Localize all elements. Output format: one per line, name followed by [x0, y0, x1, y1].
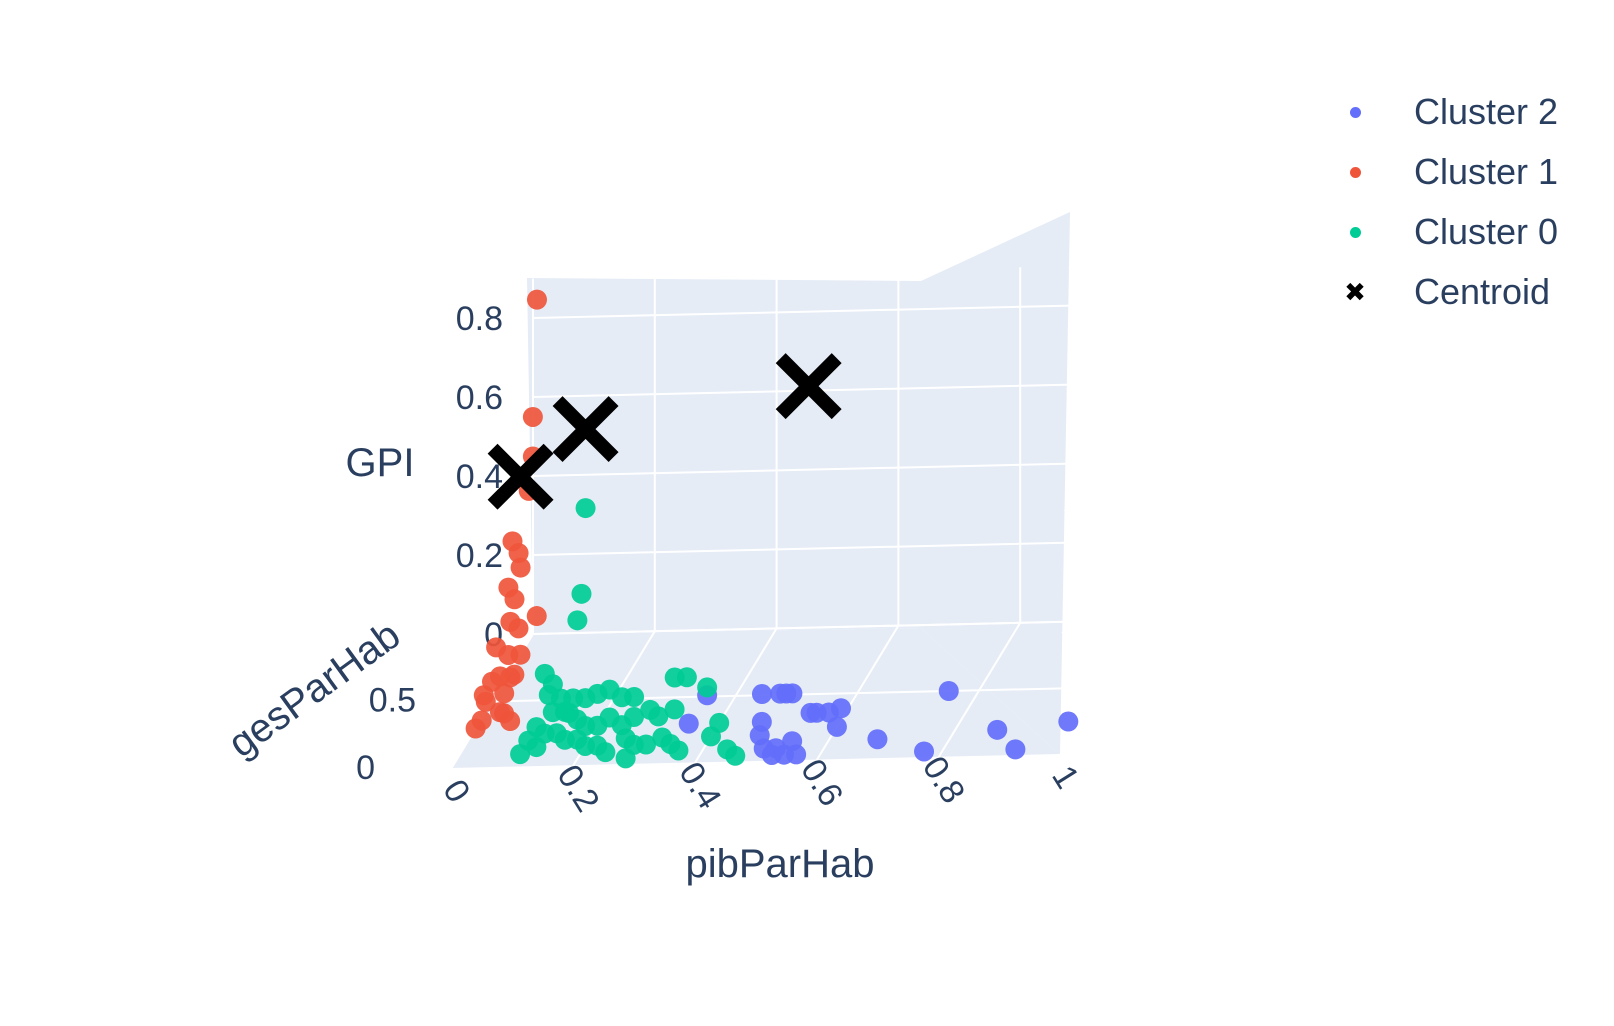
grid-line-z — [532, 303, 1143, 319]
legend-label: Centroid — [1414, 271, 1551, 312]
point-cluster-0 — [510, 744, 531, 765]
point-cluster-0 — [623, 706, 644, 727]
point-cluster-2 — [678, 713, 699, 734]
grid-line-z-side — [1061, 540, 1143, 634]
point-cluster-0 — [636, 734, 656, 755]
y-tick-label: 0.5 — [369, 682, 416, 720]
y-tick-label: 0 — [356, 749, 375, 787]
point-cluster-1 — [526, 289, 547, 310]
centroid-marker — [487, 443, 554, 510]
point-cluster-0 — [559, 703, 580, 724]
point-cluster-1 — [471, 710, 492, 731]
point-cluster-1 — [500, 711, 521, 732]
point-cluster-2 — [751, 684, 772, 705]
side-wall — [921, 212, 1070, 755]
z-tick-label: 0.6 — [456, 379, 503, 417]
point-cluster-2 — [831, 698, 851, 719]
legend-item-centroid[interactable]: ✖ Centroid — [1340, 262, 1558, 322]
grid-line-z — [532, 382, 1143, 398]
legend-label: Cluster 1 — [1414, 151, 1559, 192]
point-cluster-1 — [526, 606, 547, 627]
centroid-marker — [775, 353, 842, 420]
x-tick-label: 1 — [1044, 759, 1086, 795]
legend-item-cluster-0[interactable]: Cluster 0 — [1340, 202, 1558, 262]
z-axis-title: GPI — [346, 441, 415, 485]
point-cluster-0 — [697, 677, 718, 698]
point-cluster-1 — [494, 683, 515, 704]
point-cluster-1 — [510, 644, 531, 665]
legend[interactable]: Cluster 2 Cluster 1 Cluster 0 ✖ Centroid — [1340, 82, 1558, 322]
point-cluster-0 — [664, 699, 685, 720]
x-marker-icon: ✖ — [1344, 277, 1366, 307]
x-axis-title: pibParHab — [685, 842, 874, 886]
point-cluster-2 — [867, 729, 888, 750]
point-cluster-0 — [725, 745, 746, 766]
x-tick-label: 0 — [435, 773, 477, 809]
point-cluster-0 — [595, 742, 616, 763]
z-tick-label: 0.8 — [456, 300, 503, 338]
point-cluster-2 — [1058, 711, 1079, 732]
legend-item-cluster-2[interactable]: Cluster 2 — [1340, 82, 1558, 142]
point-cluster-0 — [701, 726, 721, 747]
dot-marker-icon — [1340, 217, 1370, 247]
grid-line-z — [532, 540, 1143, 556]
point-cluster-0 — [571, 583, 592, 604]
point-cluster-1 — [522, 406, 543, 427]
point-cluster-2 — [914, 741, 935, 762]
point-cluster-2 — [938, 681, 959, 701]
point-cluster-0 — [526, 737, 547, 758]
point-cluster-1 — [500, 667, 521, 688]
grid-line-z-side — [1066, 382, 1143, 390]
point-cluster-2 — [826, 716, 847, 737]
point-cluster-1 — [504, 589, 525, 610]
data-points — [465, 289, 1079, 769]
grid-line-z-side — [1063, 461, 1143, 512]
grid-line-y — [532, 619, 1143, 635]
point-cluster-2 — [749, 725, 770, 746]
point-cluster-0 — [668, 740, 689, 761]
dot-marker-icon — [1340, 97, 1370, 127]
point-cluster-0 — [676, 667, 697, 688]
grid-line-y — [450, 754, 1061, 770]
point-cluster-2 — [1005, 739, 1026, 760]
point-cluster-0 — [575, 498, 596, 519]
grid-line-z-side — [1068, 266, 1143, 305]
point-cluster-0 — [648, 706, 669, 727]
centroid-marker — [552, 396, 619, 463]
z-tick-label: 0.4 — [456, 458, 503, 496]
grid-lines — [450, 264, 1143, 770]
legend-label: Cluster 2 — [1414, 91, 1559, 132]
point-cluster-1 — [510, 557, 531, 578]
legend-item-cluster-1[interactable]: Cluster 1 — [1340, 142, 1558, 202]
point-cluster-1 — [508, 618, 529, 639]
point-cluster-1 — [475, 691, 496, 712]
dot-marker-icon — [1340, 157, 1370, 187]
back-wall — [527, 278, 921, 634]
point-cluster-2 — [987, 719, 1008, 740]
point-cluster-2 — [782, 683, 803, 704]
point-cluster-0 — [567, 610, 588, 631]
z-tick-label: 0.2 — [456, 537, 503, 575]
point-cluster-2 — [786, 744, 807, 765]
legend-label: Cluster 0 — [1414, 211, 1559, 252]
grid-line-z — [532, 461, 1143, 477]
point-cluster-0 — [615, 748, 636, 769]
point-cluster-0 — [624, 686, 645, 707]
